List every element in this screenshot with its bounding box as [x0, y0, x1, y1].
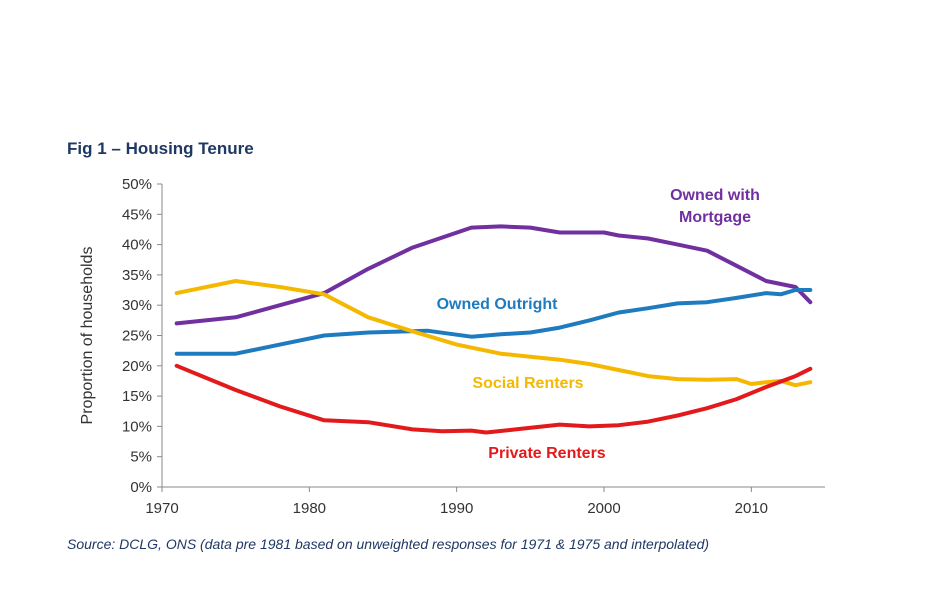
y-tick-label: 10%	[122, 418, 152, 435]
series-line-social-renters	[174, 279, 813, 388]
axes: 0% 5% 10% 15% 20% 25% 30% 35% 40% 45% 50% 1970 1980 1…	[79, 176, 825, 517]
series-lines	[174, 224, 813, 435]
y-tick-label: 15%	[122, 388, 152, 405]
y-tick-label: 5%	[130, 449, 152, 466]
y-axis-label: Proportion of households	[79, 247, 96, 425]
x-tick-label: 1980	[293, 500, 326, 517]
x-tick-label: 1970	[145, 500, 178, 517]
series-label-owned-with-mortgage: Mortgage	[679, 209, 751, 226]
chart-title: Fig 1 – Housing Tenure	[67, 139, 254, 158]
series-line-owned-with-mortgage	[174, 224, 813, 326]
series-label-owned-with-mortgage: Owned with	[670, 187, 760, 204]
source-note: Source: DCLG, ONS (data pre 1981 based o…	[67, 536, 710, 552]
y-tick-label: 0%	[130, 479, 152, 496]
y-tick-label: 40%	[122, 237, 152, 254]
series-label-private-renters: Private Renters	[488, 445, 605, 462]
series-label-social-renters: Social Renters	[472, 375, 583, 392]
x-tick-label: 2010	[735, 500, 768, 517]
series-labels: Owned with Mortgage Owned Outright Social R…	[437, 187, 760, 462]
x-tick-label: 1990	[440, 500, 473, 517]
y-tick-label: 35%	[122, 267, 152, 284]
y-tick-label: 20%	[122, 358, 152, 375]
x-tick-label: 2000	[587, 500, 620, 517]
series-label-owned-outright: Owned Outright	[437, 296, 559, 313]
y-tick-label: 45%	[122, 206, 152, 223]
y-tick-label: 25%	[122, 328, 152, 345]
y-tick-label: 30%	[122, 297, 152, 314]
y-tick-label: 50%	[122, 176, 152, 193]
series-line-owned-outright	[174, 288, 813, 356]
series-line-private-renters	[174, 363, 813, 435]
